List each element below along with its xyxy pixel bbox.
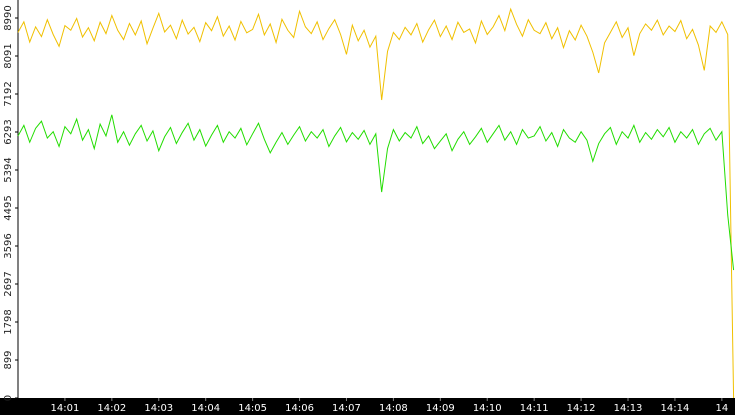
x-tick-label: 14:02 [97, 403, 126, 414]
y-tick-label: 0 [3, 395, 14, 401]
y-tick-label: 8091 [3, 43, 14, 68]
x-tick-label: 14:13 [614, 403, 643, 414]
y-tick-label: 7192 [3, 81, 14, 106]
data-line [17, 7, 735, 399]
x-tick-label: 14 [715, 403, 728, 414]
x-tick-label: 14:14 [661, 403, 690, 414]
x-tick-label: 14:08 [379, 403, 408, 414]
y-tick-label: 4495 [3, 195, 14, 220]
y-tick-label: 6293 [3, 119, 14, 144]
x-tick-label: 14:01 [51, 403, 80, 414]
y-tick-label: 3596 [3, 233, 14, 258]
x-tick-label: 14:06 [285, 403, 314, 414]
x-tick-label: 14:12 [567, 403, 596, 414]
y-tick-label: 1798 [3, 309, 14, 334]
x-tick-label: 14:07 [332, 403, 361, 414]
y-tick-label: 8990 [3, 5, 14, 30]
y-tick-label: 5394 [3, 157, 14, 182]
data-line [17, 114, 735, 271]
x-tick-label: 14:04 [191, 403, 220, 414]
x-tick-label: 14:11 [520, 403, 549, 414]
y-tick-label: 2697 [3, 271, 14, 296]
x-tick-label: 14:09 [426, 403, 455, 414]
x-axis-band [0, 398, 735, 415]
y-tick-label: 899 [3, 350, 14, 369]
x-tick-label: 14:03 [144, 403, 173, 414]
x-tick-label: 14:05 [238, 403, 267, 414]
x-tick-label: 14:10 [473, 403, 502, 414]
